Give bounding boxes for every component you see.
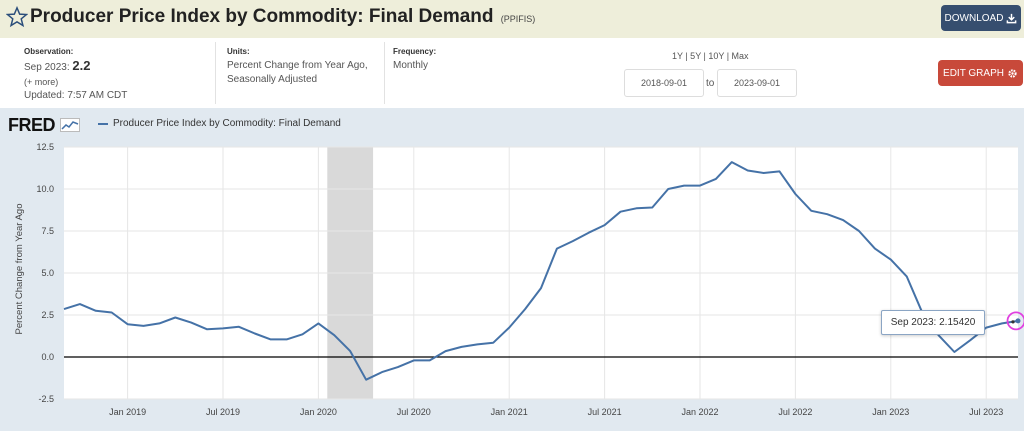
start-date-input[interactable]: 2018-09-01 — [624, 69, 704, 97]
units-label: Units: — [227, 47, 250, 56]
data-tooltip: Sep 2023: 2.15420 — [881, 310, 985, 335]
fred-logo: FRED — [8, 115, 80, 136]
observation-date: Sep 2023: — [24, 62, 70, 73]
divider — [384, 42, 385, 104]
legend-swatch — [98, 122, 108, 125]
frequency-block: Frequency: Monthly — [393, 45, 436, 73]
updated-text: Updated: 7:57 AM CDT — [24, 90, 128, 101]
observation-label: Observation: — [24, 47, 74, 56]
y-tick-label: 12.5 — [36, 142, 54, 152]
y-tick-label: 2.5 — [41, 310, 54, 320]
tooltip-date: Sep 2023: — [890, 317, 937, 328]
x-tick-label: Jan 2019 — [109, 407, 146, 417]
x-tick-label: Jul 2019 — [206, 407, 240, 417]
units-block: Units: Percent Change from Year Ago, Sea… — [227, 45, 368, 87]
units-line2: Seasonally Adjusted — [227, 74, 318, 85]
series-title: Producer Price Index by Commodity: Final… — [30, 6, 494, 27]
tooltip-value: 2.15420 — [939, 317, 976, 328]
series-line — [63, 161, 1019, 381]
to-label: to — [706, 78, 715, 89]
x-tick-label: Jul 2022 — [778, 407, 812, 417]
y-tick-label: -2.5 — [38, 394, 54, 404]
x-tick-label: Jul 2023 — [969, 407, 1003, 417]
observation-value: 2.2 — [72, 58, 91, 73]
fred-graph-icon — [59, 118, 80, 132]
y-tick-label: 5.0 — [41, 268, 54, 278]
frequency-value: Monthly — [393, 60, 429, 71]
edit-graph-button[interactable]: EDIT GRAPH — [938, 60, 1023, 86]
end-date-input[interactable]: 2023-09-01 — [717, 69, 797, 97]
download-button[interactable]: DOWNLOAD — [941, 5, 1021, 31]
x-tick-label: Jul 2021 — [588, 407, 622, 417]
x-tick-label: Jan 2021 — [491, 407, 528, 417]
star-icon[interactable] — [6, 6, 28, 28]
x-tick-label: Jan 2023 — [872, 407, 909, 417]
observation-block: Observation: Sep 2023: 2.2 (+ more) Upda… — [24, 45, 127, 103]
y-tick-label: 0.0 — [41, 352, 54, 362]
fred-logo-text: FRED — [8, 115, 56, 135]
y-tick-label: 7.5 — [41, 226, 54, 236]
x-tick-label: Jul 2020 — [397, 407, 431, 417]
edit-graph-label: EDIT GRAPH — [943, 67, 1004, 79]
gear-icon — [1008, 68, 1017, 78]
divider — [215, 42, 216, 104]
chart-legend: Producer Price Index by Commodity: Final… — [98, 118, 341, 129]
download-label: DOWNLOAD — [944, 12, 1004, 24]
page-title: Producer Price Index by Commodity: Final… — [30, 6, 535, 28]
x-tick-label: Jan 2020 — [300, 407, 337, 417]
legend-label: Producer Price Index by Commodity: Final… — [113, 118, 341, 129]
y-tick-label: 10.0 — [36, 184, 54, 194]
cursor-dot — [1011, 320, 1015, 324]
units-line1: Percent Change from Year Ago, — [227, 60, 368, 71]
info-panel: Observation: Sep 2023: 2.2 (+ more) Upda… — [0, 38, 1024, 108]
range-links[interactable]: 1Y | 5Y | 10Y | Max — [672, 51, 749, 61]
series-id: (PPIFIS) — [500, 14, 536, 24]
observation-line: Sep 2023: 2.2 — [24, 59, 127, 75]
header-bar: Producer Price Index by Commodity: Final… — [0, 0, 1024, 38]
highlight-ring — [1006, 311, 1024, 331]
download-icon — [1007, 13, 1017, 23]
y-axis-label: Percent Change from Year Ago — [14, 204, 25, 335]
frequency-label: Frequency: — [393, 47, 437, 56]
data-point — [1015, 318, 1021, 324]
x-tick-label: Jan 2022 — [681, 407, 718, 417]
more-link[interactable]: (+ more) — [24, 77, 59, 87]
